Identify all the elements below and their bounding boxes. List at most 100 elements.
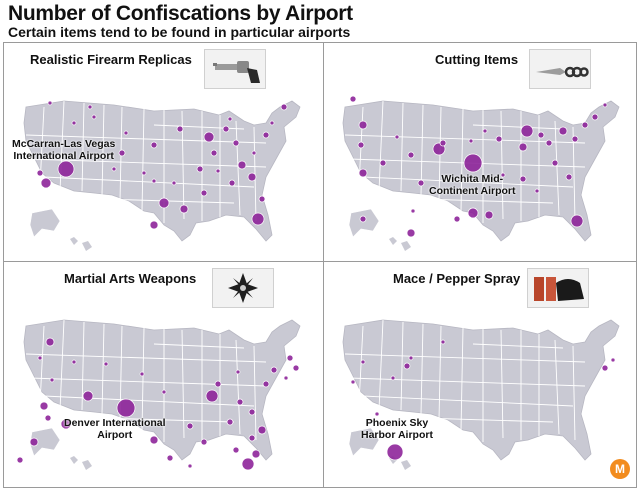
annotation-line-1: McCarran-Las Vegas xyxy=(12,138,116,150)
annotation-label: Phoenix Sky Harbor Airport xyxy=(361,417,433,441)
map-layer xyxy=(16,319,301,471)
state-boundary xyxy=(29,377,267,387)
airport-bubble xyxy=(176,125,184,133)
airport-bubble xyxy=(228,179,236,187)
airport-bubble xyxy=(601,364,609,372)
airport-bubble xyxy=(410,208,416,214)
annotation-line-2: Harbor Airport xyxy=(361,429,433,441)
state-boundary xyxy=(43,176,255,188)
state-boundary xyxy=(344,134,586,144)
state-boundary xyxy=(554,339,560,435)
state-boundary xyxy=(59,319,65,411)
airport-bubble xyxy=(150,141,158,149)
page-subtitle: Certain items tend to be found in partic… xyxy=(8,24,351,40)
airport-bubble xyxy=(439,139,447,147)
state-boundary xyxy=(420,417,554,423)
state-boundary xyxy=(362,395,574,407)
alaska-shape xyxy=(348,427,380,457)
airport-bubble xyxy=(60,418,72,430)
airport-bubble xyxy=(179,204,189,214)
annotation-line-2: Airport xyxy=(97,429,133,441)
state-boundary xyxy=(358,325,364,405)
state-boundary xyxy=(141,108,145,212)
airport-bubble xyxy=(591,113,599,121)
state-boundary xyxy=(472,343,564,349)
airport-bubble xyxy=(200,189,208,197)
airport-bubble xyxy=(360,359,366,365)
map-grid: Realistic Firearm Replicas McCarran-Las … xyxy=(3,42,637,488)
airport-bubble xyxy=(258,195,266,203)
airport-bubble xyxy=(87,104,93,110)
airport-bubble xyxy=(520,124,534,138)
state-boundary xyxy=(39,325,45,405)
airport-bubble xyxy=(251,449,261,459)
airport-bubble xyxy=(149,435,159,445)
airport-bubble xyxy=(196,165,204,173)
airport-bubble xyxy=(45,337,55,347)
airport-bubble xyxy=(495,135,503,143)
airport-bubble xyxy=(558,126,568,136)
airport-bubble xyxy=(262,131,270,139)
panel-martial-arts: Martial Arts Weapons Denver Internationa… xyxy=(4,262,320,480)
airport-bubble xyxy=(519,175,527,183)
airport-bubble xyxy=(29,437,39,447)
airport-bubble xyxy=(57,160,75,178)
map-layer xyxy=(23,100,301,251)
airport-bubble xyxy=(166,454,174,462)
airport-bubble xyxy=(71,359,77,365)
airport-bubble xyxy=(262,380,270,388)
airport-bubble xyxy=(280,103,288,111)
knife-photo-icon xyxy=(529,49,591,89)
airport-bubble xyxy=(500,172,506,178)
airport-bubble xyxy=(161,389,167,395)
airport-bubble xyxy=(235,369,241,375)
airport-bubble xyxy=(379,159,387,167)
annotation-label: Denver International Airport xyxy=(64,417,166,441)
airport-bubble xyxy=(551,159,559,167)
airport-bubble xyxy=(226,418,234,426)
state-boundary xyxy=(500,329,504,439)
state-boundary xyxy=(420,198,554,204)
panel-cutting-items: Cutting Items Wichita Mid- Continent Air… xyxy=(323,43,639,261)
vertical-divider xyxy=(323,43,324,487)
airport-bubble xyxy=(151,178,157,184)
airport-bubble xyxy=(200,438,208,446)
map-layer xyxy=(342,95,620,251)
airport-bubble xyxy=(571,135,579,143)
state-boundary xyxy=(81,102,85,192)
airport-bubble xyxy=(203,131,215,143)
panel-mace-pepper-spray: Mace / Pepper Spray Phoenix Sky Harbor A… xyxy=(323,262,639,480)
airport-bubble xyxy=(118,149,126,157)
airport-bubble xyxy=(251,150,257,156)
state-boundary xyxy=(438,325,442,421)
state-boundary xyxy=(153,343,245,349)
annotation-line-1: Denver International xyxy=(64,417,166,429)
airport-bubble xyxy=(210,149,218,157)
airport-bubble xyxy=(47,100,53,106)
page-title: Number of Confiscations by Airport xyxy=(8,2,353,25)
us-map-martial-arts xyxy=(16,319,301,471)
state-boundary xyxy=(400,102,404,192)
airport-bubble xyxy=(407,151,415,159)
airport-bubble xyxy=(91,114,97,120)
airport-bubble xyxy=(232,139,240,147)
state-boundary xyxy=(500,110,504,220)
state-boundary xyxy=(460,108,464,212)
airport-bubble xyxy=(581,121,589,129)
us-map-firearm-replicas xyxy=(23,100,301,251)
airport-bubble xyxy=(237,160,247,170)
airport-bubble xyxy=(357,141,365,149)
throwing-star-photo-icon xyxy=(212,268,274,308)
us-map-cutting-items xyxy=(342,95,620,251)
state-boundary xyxy=(554,120,560,216)
state-boundary xyxy=(460,327,464,431)
state-boundary xyxy=(101,417,235,423)
airport-bubble xyxy=(158,197,170,209)
hawaii-shape xyxy=(70,237,92,251)
state-boundary xyxy=(29,158,267,168)
airport-bubble xyxy=(215,168,221,174)
airport-bubble xyxy=(286,354,294,362)
airport-bubble xyxy=(403,362,411,370)
alaska-shape xyxy=(29,427,61,457)
airport-bubble xyxy=(36,169,44,177)
